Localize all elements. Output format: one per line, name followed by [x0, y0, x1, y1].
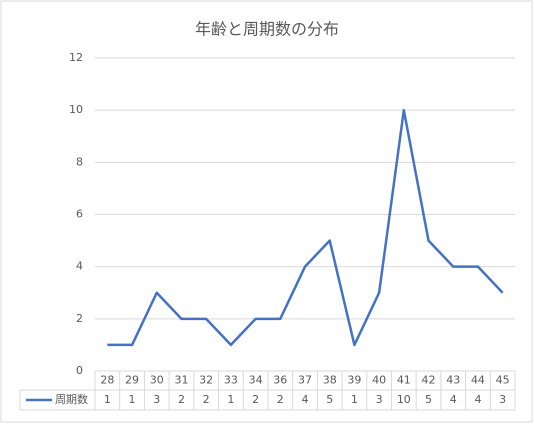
- x-tick-label: 28: [100, 374, 114, 387]
- x-tick-label: 36: [273, 374, 287, 387]
- x-tick-label: 44: [471, 374, 485, 387]
- x-tick-label: 41: [397, 374, 411, 387]
- x-tick-label: 30: [150, 374, 164, 387]
- x-tick-label: 32: [199, 374, 213, 387]
- y-tick-label: 8: [76, 155, 83, 168]
- x-tick-label: 45: [496, 374, 510, 387]
- table-value: 2: [252, 393, 259, 406]
- table-value: 4: [450, 393, 457, 406]
- x-tick-label: 43: [446, 374, 460, 387]
- y-tick-label: 12: [69, 51, 83, 64]
- x-tick-label: 38: [323, 374, 337, 387]
- table-value: 5: [326, 393, 333, 406]
- x-tick-label: 33: [224, 374, 238, 387]
- y-tick-label: 0: [76, 364, 83, 377]
- y-tick-label: 10: [69, 103, 83, 116]
- table-value: 1: [104, 393, 111, 406]
- table-value: 5: [425, 393, 432, 406]
- y-tick-label: 4: [76, 260, 83, 273]
- y-tick-label: 6: [76, 208, 83, 221]
- table-value: 2: [178, 393, 185, 406]
- x-tick-label: 39: [347, 374, 361, 387]
- table-value: 3: [499, 393, 506, 406]
- table-value: 4: [302, 393, 309, 406]
- table-value: 1: [227, 393, 234, 406]
- table-value: 3: [153, 393, 160, 406]
- table-value: 2: [203, 393, 210, 406]
- table-value: 2: [277, 393, 284, 406]
- legend-label: 周期数: [55, 393, 88, 406]
- table-value: 4: [474, 393, 481, 406]
- x-tick-label: 34: [249, 374, 263, 387]
- chart-title: 年齢と周期数の分布: [195, 20, 339, 39]
- x-tick-label: 37: [298, 374, 312, 387]
- table-value: 10: [397, 393, 411, 406]
- table-value: 3: [376, 393, 383, 406]
- y-tick-label: 2: [76, 312, 83, 325]
- line-series: [107, 108, 504, 347]
- x-tick-label: 31: [174, 374, 188, 387]
- x-tick-label: 29: [125, 374, 139, 387]
- x-tick-label: 40: [372, 374, 386, 387]
- x-tick-label: 42: [422, 374, 436, 387]
- table-value: 1: [351, 393, 358, 406]
- table-value: 1: [129, 393, 136, 406]
